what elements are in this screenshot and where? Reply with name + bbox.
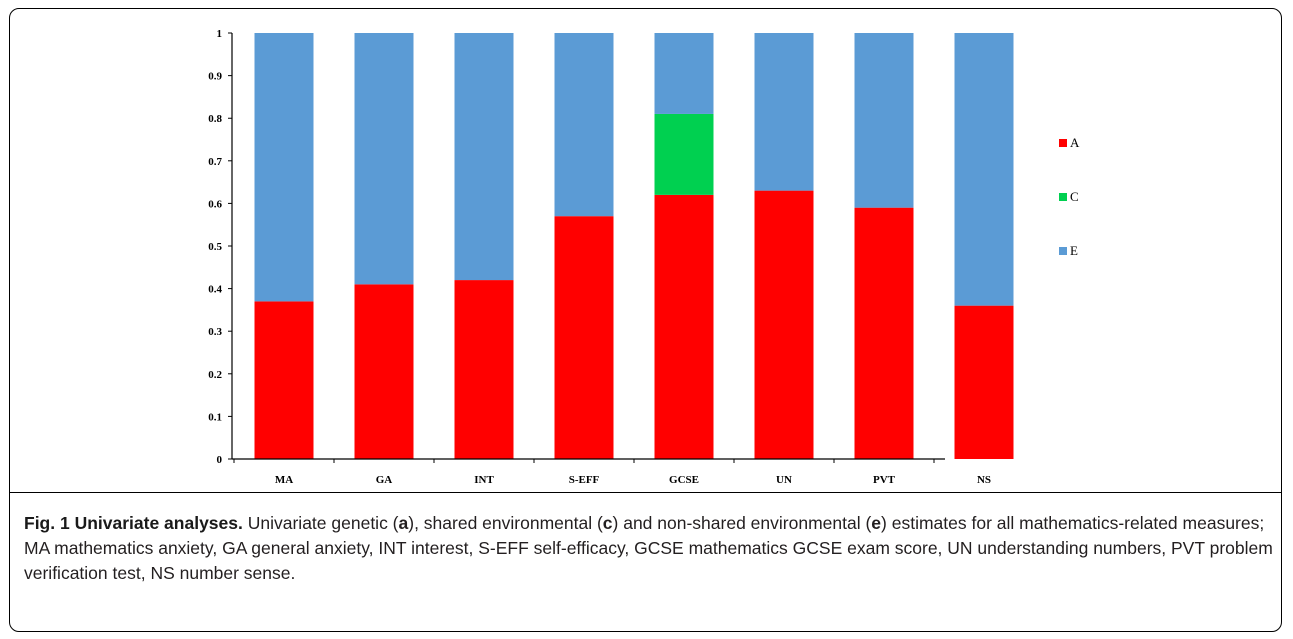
legend-label-c: C (1070, 189, 1079, 204)
caption-a: a (398, 513, 409, 533)
y-tick-label: 0.8 (208, 113, 222, 125)
chart-area: 0 0.1 0.2 0.3 0.4 0.5 0.6 0.7 0.8 0.9 1 MA GA INT S-EF… (10, 9, 1281, 493)
caption-c: c (602, 513, 613, 533)
y-tick-label: 1 (217, 28, 223, 40)
bar-e-un (754, 33, 814, 191)
legend-swatch-e (1059, 247, 1067, 255)
y-tick-label: 0.1 (208, 411, 222, 423)
legend-swatch-c (1059, 193, 1067, 201)
x-tick-label-ns: NS (977, 474, 991, 486)
caption-e: e (871, 513, 882, 533)
bar-e-int (454, 33, 514, 281)
bar-a-s-eff (554, 216, 614, 459)
y-tick-label: 0.4 (208, 284, 222, 296)
caption-title: Univariate analyses. (74, 513, 243, 533)
bar-a-un (754, 190, 814, 459)
y-tick-label: 0.6 (208, 198, 222, 210)
x-tick-label-ga: GA (376, 474, 393, 486)
legend-swatch-a (1059, 139, 1067, 147)
y-tick-label: 0.2 (208, 369, 222, 381)
x-tick-label-gcse: GCSE (669, 474, 699, 486)
bar-e-pvt (854, 33, 914, 208)
y-tick-label: 0.7 (208, 156, 222, 168)
bar-e-ma (254, 33, 314, 302)
bar-a-ga (354, 284, 414, 459)
figure-caption: Fig. 1 Univariate analyses. Univariate g… (24, 511, 1274, 586)
legend-label-e: E (1070, 243, 1078, 258)
caption-label: Fig. 1 (24, 513, 70, 533)
bar-e-ns (954, 33, 1014, 306)
y-tick-label: 0.9 (208, 71, 222, 83)
bar-e-gcse (654, 33, 714, 114)
caption-text-4: ) estimates for all mathematics-related … (24, 513, 1273, 583)
bar-c-gcse (654, 113, 714, 195)
bar-e-s-eff (554, 33, 614, 217)
y-tick-label: 0.3 (208, 326, 222, 338)
x-tick-label-pvt: PVT (873, 474, 896, 486)
bar-a-ns (954, 305, 1014, 459)
x-tick-label-un: UN (776, 474, 792, 486)
bar-a-ma (254, 301, 314, 459)
caption-text-1: Univariate genetic ( (242, 513, 399, 533)
x-tick-label-ma: MA (275, 474, 293, 486)
bar-a-gcse (654, 194, 714, 459)
stacked-bar-chart: 0 0.1 0.2 0.3 0.4 0.5 0.6 0.7 0.8 0.9 1 MA GA INT S-EF… (208, 28, 1080, 486)
x-tick-label-int: INT (474, 474, 494, 486)
y-tick-label: 0 (217, 454, 223, 466)
bar-a-int (454, 280, 514, 459)
bar-e-ga (354, 33, 414, 285)
x-tick-label-s-eff: S-EFF (569, 474, 600, 486)
caption-text-3: ) and non-shared environmental ( (612, 513, 872, 533)
y-tick-label: 0.5 (208, 241, 222, 253)
caption-text-2: ), shared environmental ( (408, 513, 603, 533)
bar-a-pvt (854, 207, 914, 459)
figure-frame: 0 0.1 0.2 0.3 0.4 0.5 0.6 0.7 0.8 0.9 1 MA GA INT S-EF… (9, 8, 1282, 632)
legend-label-a: A (1070, 135, 1080, 150)
